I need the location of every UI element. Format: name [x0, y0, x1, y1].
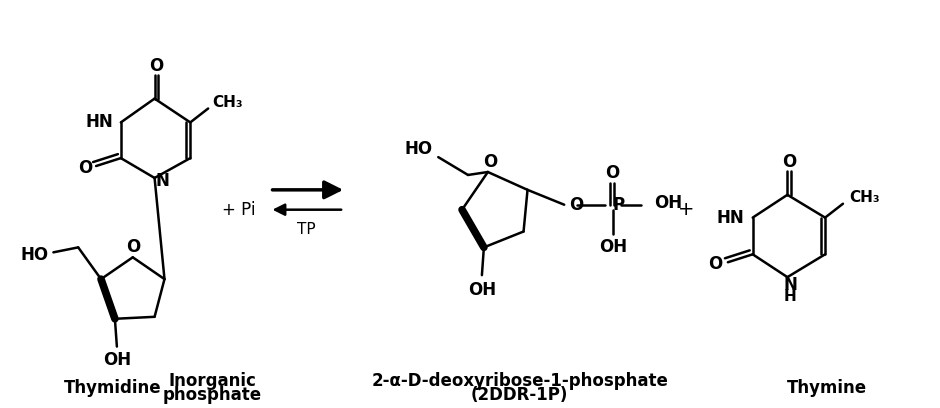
Text: HO: HO: [21, 246, 49, 264]
Text: H: H: [784, 289, 797, 304]
Text: N: N: [156, 172, 169, 190]
Text: O: O: [570, 196, 584, 214]
Text: HN: HN: [717, 208, 744, 226]
Text: OH: OH: [654, 194, 682, 212]
Text: HO: HO: [404, 140, 432, 158]
Text: O: O: [126, 238, 140, 256]
Text: CH₃: CH₃: [850, 190, 880, 205]
Text: OH: OH: [599, 238, 627, 256]
Text: HN: HN: [86, 113, 113, 131]
Text: N: N: [783, 276, 797, 294]
Text: 2-α-D-deoxyribose-1-phosphate: 2-α-D-deoxyribose-1-phosphate: [371, 372, 668, 390]
Text: O: O: [483, 153, 497, 171]
Text: O: O: [78, 159, 92, 177]
Text: OH: OH: [468, 281, 496, 299]
Text: TP: TP: [297, 222, 316, 237]
Text: phosphate: phosphate: [163, 386, 261, 404]
Text: O: O: [149, 57, 164, 75]
Text: O: O: [708, 255, 722, 273]
Text: Thymine: Thymine: [787, 379, 867, 397]
Text: + Pi: + Pi: [222, 201, 256, 219]
Text: O: O: [782, 153, 796, 171]
Text: P: P: [613, 196, 625, 214]
Text: OH: OH: [102, 351, 131, 370]
Text: Inorganic: Inorganic: [168, 372, 256, 390]
Text: Thymidine: Thymidine: [64, 379, 162, 397]
Text: O: O: [604, 164, 619, 182]
Text: CH₃: CH₃: [212, 95, 243, 110]
Text: +: +: [678, 200, 695, 219]
Text: (2DDR-1P): (2DDR-1P): [471, 386, 569, 404]
